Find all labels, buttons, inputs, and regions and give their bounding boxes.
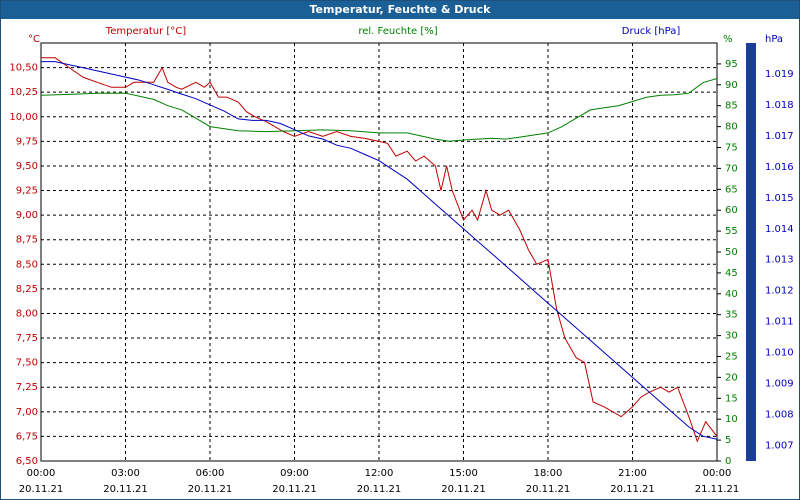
series-line-temperature <box>41 57 718 443</box>
left-tick-label: 9,75 <box>16 136 38 147</box>
right-tick-label: 1.019 <box>765 69 794 80</box>
mid-tick-label: 70 <box>725 163 738 174</box>
x-tick-date: 20.11.21 <box>103 484 148 495</box>
x-tick-date: 20.11.21 <box>526 484 571 495</box>
mid-axis-unit: % <box>723 34 733 45</box>
mid-tick-label: 25 <box>725 352 738 363</box>
left-axis-unit: °C <box>28 34 40 45</box>
left-axis: °C 10,50 10,25 10,00 9,75 9,50 9,25 9,00 8,75 8,5… <box>9 34 40 467</box>
right-axis: hPa 1.019 1.018 1.017 1.016 1.015 1.014 1.013 1.… <box>765 34 794 452</box>
x-tick-date: 20.11.21 <box>441 484 486 495</box>
right-tick-label: 1.008 <box>765 410 794 421</box>
right-tick-label: 1.016 <box>765 162 794 173</box>
left-tick-label: 7,75 <box>16 333 38 344</box>
left-tick-label: 9,25 <box>16 186 38 197</box>
right-tick-label: 1.010 <box>765 348 794 359</box>
mid-tick-label: 55 <box>725 226 738 237</box>
mid-tick-label: 50 <box>725 247 738 258</box>
x-tick-time: 18:00 <box>534 468 563 479</box>
mid-tick-label: 65 <box>725 184 738 195</box>
mid-tick-label: 85 <box>725 101 738 112</box>
left-tick-label: 9,00 <box>16 210 38 221</box>
x-tick-date: 21.11.21 <box>695 484 740 495</box>
left-tick-label: 6,75 <box>16 431 38 442</box>
x-tick-time: 06:00 <box>196 468 225 479</box>
chart-title: Temperatur, Feuchte & Druck <box>309 3 491 16</box>
legend: Temperatur [°C] rel. Feuchte [%] Druck [hP… <box>105 26 681 37</box>
series-group <box>40 57 718 443</box>
legend-temperature: Temperatur [°C] <box>105 26 186 37</box>
mid-tick-label: 35 <box>725 310 738 321</box>
right-tick-label: 1.018 <box>765 100 794 111</box>
right-tick-label: 1.009 <box>765 379 794 390</box>
x-tick-time: 09:00 <box>280 468 309 479</box>
right-tick-label: 1.014 <box>765 224 794 235</box>
x-tick-time: 12:00 <box>365 468 394 479</box>
left-tick-label: 8,75 <box>16 235 38 246</box>
left-tick-label: 7,50 <box>16 358 38 369</box>
series-line-pressure <box>41 61 718 440</box>
mid-tick-label: 30 <box>725 331 738 342</box>
mid-tick-label: 20 <box>725 372 738 383</box>
mid-tick-label: 40 <box>725 289 738 300</box>
x-tick-time: 00:00 <box>27 468 56 479</box>
right-axis-strip <box>746 43 756 461</box>
chart-svg: °C 10,50 10,25 10,00 9,75 9,50 9,25 9,00 8,75 8,5… <box>9 26 794 495</box>
x-tick-date: 20.11.21 <box>19 484 64 495</box>
mid-tick-label: 75 <box>725 143 738 154</box>
mid-tick-label: 0 <box>725 456 731 467</box>
mid-tick-label: 15 <box>725 393 738 404</box>
x-tick-date: 20.11.21 <box>188 484 233 495</box>
right-axis-unit: hPa <box>765 34 783 45</box>
left-tick-label: 8,50 <box>16 259 38 270</box>
x-tick-time: 00:00 <box>703 468 732 479</box>
mid-tick-label: 95 <box>725 59 738 70</box>
left-tick-label: 10,00 <box>9 112 38 123</box>
left-tick-label: 7,00 <box>16 407 38 418</box>
right-tick-label: 1.012 <box>765 286 794 297</box>
x-axis: 00:00 20.11.21 03:00 20.11.21 06:00 20.11.21 0… <box>19 468 740 495</box>
x-tick-date: 20.11.21 <box>272 484 317 495</box>
x-tick-time: 15:00 <box>449 468 478 479</box>
mid-tick-label: 80 <box>725 122 738 133</box>
left-tick-label: 10,50 <box>9 63 38 74</box>
x-tick-time: 03:00 <box>111 468 140 479</box>
mid-tick-label: 5 <box>725 435 731 446</box>
left-tick-label: 8,25 <box>16 284 38 295</box>
left-tick-label: 8,00 <box>16 308 38 319</box>
right-tick-label: 1.015 <box>765 193 794 204</box>
series-line-humidity <box>40 78 718 142</box>
legend-humidity: rel. Feuchte [%] <box>358 26 437 37</box>
legend-pressure: Druck [hPa] <box>622 26 681 37</box>
mid-tick-label: 60 <box>725 205 738 216</box>
left-tick-label: 10,25 <box>9 87 38 98</box>
mid-tick-label: 10 <box>725 414 738 425</box>
mid-tick-label: 45 <box>725 268 738 279</box>
x-tick-time: 21:00 <box>618 468 647 479</box>
left-tick-label: 9,50 <box>16 161 38 172</box>
mid-tick-label: 90 <box>725 80 738 91</box>
left-tick-label: 6,50 <box>16 456 38 467</box>
right-tick-label: 1.007 <box>765 441 794 452</box>
right-tick-label: 1.017 <box>765 131 794 142</box>
right-tick-label: 1.013 <box>765 255 794 266</box>
x-tick-date: 20.11.21 <box>357 484 402 495</box>
title-bar: Temperatur, Feuchte & Druck <box>1 1 799 19</box>
right-tick-label: 1.011 <box>765 317 794 328</box>
x-tick-date: 20.11.21 <box>610 484 655 495</box>
left-tick-label: 7,25 <box>16 382 38 393</box>
